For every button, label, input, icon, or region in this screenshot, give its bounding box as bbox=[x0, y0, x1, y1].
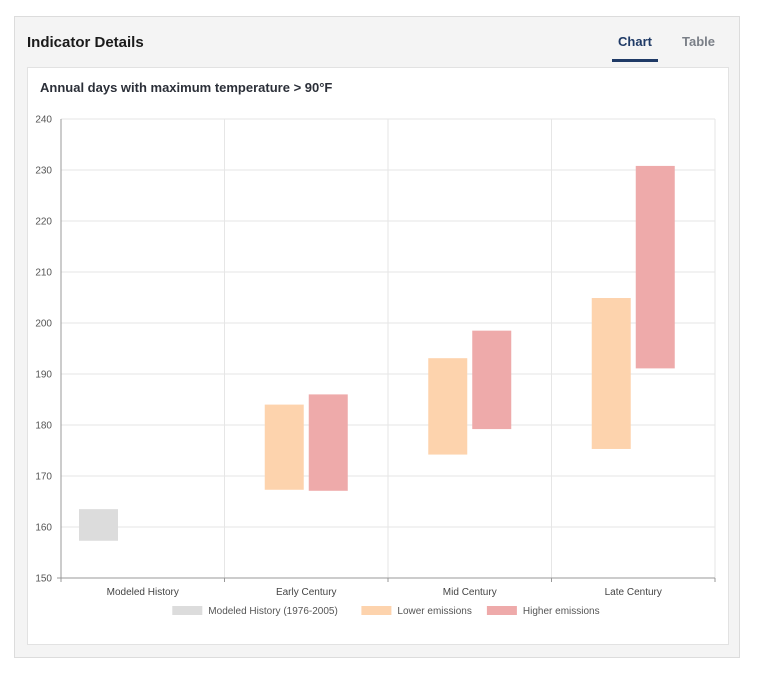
bar-higher-emissions-3 bbox=[635, 165, 675, 369]
legend-label: Modeled History (1976-2005) bbox=[208, 606, 338, 617]
y-tick-label: 190 bbox=[35, 370, 52, 381]
bar-lower-emissions-2 bbox=[428, 358, 468, 455]
chart-title: Annual days with maximum temperature > 9… bbox=[40, 80, 333, 95]
legend-label: Lower emissions bbox=[397, 606, 471, 617]
indicator-details-panel: Indicator Details Chart Table Annual day… bbox=[14, 16, 740, 658]
x-category-label: Modeled History bbox=[107, 587, 179, 598]
y-tick-label: 220 bbox=[35, 217, 52, 228]
y-tick-label: 230 bbox=[35, 166, 52, 177]
chart-card: Annual days with maximum temperature > 9… bbox=[27, 67, 729, 645]
y-tick-label: 200 bbox=[35, 319, 52, 330]
bar-higher-emissions-1 bbox=[308, 394, 348, 491]
y-tick-label: 160 bbox=[35, 523, 52, 534]
y-tick-label: 170 bbox=[35, 472, 52, 483]
tab-table[interactable]: Table bbox=[682, 34, 715, 49]
x-category-label: Mid Century bbox=[443, 587, 497, 598]
tab-chart[interactable]: Chart bbox=[612, 34, 658, 62]
x-category-label: Early Century bbox=[276, 587, 337, 598]
legend-swatch bbox=[361, 606, 392, 615]
bar-modeled-history-1976-2005-0 bbox=[79, 509, 118, 541]
legend-label: Higher emissions bbox=[523, 606, 600, 617]
y-tick-label: 210 bbox=[35, 268, 52, 279]
panel-title: Indicator Details bbox=[27, 34, 144, 51]
view-tabs: Chart Table bbox=[612, 34, 721, 62]
bar-lower-emissions-1 bbox=[264, 404, 304, 490]
bar-higher-emissions-2 bbox=[472, 330, 512, 430]
y-tick-label: 240 bbox=[35, 115, 52, 126]
legend-swatch bbox=[172, 606, 203, 615]
x-category-label: Late Century bbox=[605, 587, 662, 598]
range-bar-chart: 150 160 170 180 190 200 210 220 230 240 Modeled Hi… bbox=[35, 115, 716, 617]
legend-swatch bbox=[486, 606, 517, 615]
y-tick-label: 150 bbox=[35, 574, 52, 585]
bar-lower-emissions-3 bbox=[591, 298, 631, 449]
y-tick-label: 180 bbox=[35, 421, 52, 432]
